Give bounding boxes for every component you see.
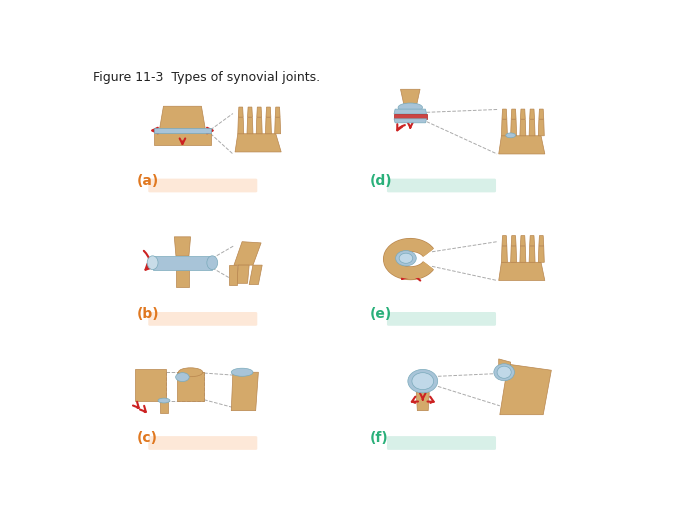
Polygon shape	[511, 120, 517, 136]
Text: (e): (e)	[370, 307, 392, 321]
Polygon shape	[274, 118, 281, 134]
Polygon shape	[176, 269, 189, 287]
Polygon shape	[511, 246, 517, 262]
Polygon shape	[498, 359, 511, 379]
Polygon shape	[511, 109, 516, 119]
Ellipse shape	[206, 256, 218, 269]
Polygon shape	[249, 265, 262, 285]
Polygon shape	[160, 106, 205, 129]
Ellipse shape	[494, 364, 514, 381]
Ellipse shape	[408, 370, 438, 393]
Polygon shape	[502, 236, 507, 246]
Polygon shape	[520, 109, 525, 119]
Ellipse shape	[231, 368, 253, 376]
Polygon shape	[520, 236, 525, 246]
Polygon shape	[247, 118, 253, 134]
Ellipse shape	[178, 368, 203, 377]
Text: Figure 11-3  Types of synovial joints.: Figure 11-3 Types of synovial joints.	[93, 71, 320, 84]
Polygon shape	[538, 120, 545, 136]
Polygon shape	[257, 107, 262, 117]
Polygon shape	[177, 372, 204, 401]
Polygon shape	[400, 89, 420, 104]
Polygon shape	[154, 129, 211, 132]
Polygon shape	[238, 107, 243, 117]
Text: (d): (d)	[370, 174, 392, 187]
FancyBboxPatch shape	[148, 436, 258, 450]
Polygon shape	[501, 246, 508, 262]
Polygon shape	[520, 120, 526, 136]
FancyBboxPatch shape	[387, 312, 496, 326]
Polygon shape	[248, 107, 253, 117]
Polygon shape	[266, 107, 271, 117]
Polygon shape	[154, 132, 211, 145]
Polygon shape	[160, 401, 168, 413]
Ellipse shape	[398, 103, 423, 112]
Polygon shape	[502, 109, 507, 119]
Polygon shape	[416, 393, 429, 411]
Polygon shape	[235, 134, 281, 152]
Polygon shape	[530, 236, 535, 246]
Polygon shape	[498, 262, 545, 280]
Polygon shape	[237, 265, 249, 284]
Polygon shape	[256, 118, 262, 134]
Polygon shape	[529, 246, 535, 262]
Ellipse shape	[176, 373, 189, 382]
Polygon shape	[265, 118, 272, 134]
Polygon shape	[520, 246, 526, 262]
Text: (a): (a)	[136, 174, 159, 187]
Polygon shape	[538, 246, 545, 262]
Polygon shape	[134, 369, 166, 401]
Polygon shape	[500, 364, 552, 415]
FancyBboxPatch shape	[148, 312, 258, 326]
FancyBboxPatch shape	[148, 178, 258, 192]
FancyBboxPatch shape	[387, 436, 496, 450]
Ellipse shape	[147, 256, 158, 269]
Polygon shape	[394, 114, 426, 119]
Ellipse shape	[395, 250, 416, 266]
Polygon shape	[498, 136, 545, 154]
Polygon shape	[394, 109, 426, 114]
Polygon shape	[153, 256, 212, 269]
Ellipse shape	[506, 133, 515, 138]
Polygon shape	[539, 236, 544, 246]
Ellipse shape	[158, 398, 170, 403]
Polygon shape	[529, 120, 535, 136]
Ellipse shape	[497, 366, 511, 379]
Text: (f): (f)	[370, 431, 389, 445]
Polygon shape	[234, 242, 261, 265]
Polygon shape	[275, 107, 280, 117]
Polygon shape	[501, 120, 508, 136]
Polygon shape	[174, 237, 190, 256]
Ellipse shape	[412, 373, 433, 390]
Polygon shape	[228, 265, 237, 285]
Polygon shape	[394, 119, 426, 123]
Ellipse shape	[399, 253, 413, 264]
Text: (b): (b)	[136, 307, 159, 321]
FancyBboxPatch shape	[387, 178, 496, 192]
Polygon shape	[238, 118, 244, 134]
Polygon shape	[530, 109, 535, 119]
Text: (c): (c)	[136, 431, 158, 445]
Polygon shape	[231, 372, 258, 411]
Polygon shape	[511, 236, 516, 246]
Polygon shape	[539, 109, 544, 119]
